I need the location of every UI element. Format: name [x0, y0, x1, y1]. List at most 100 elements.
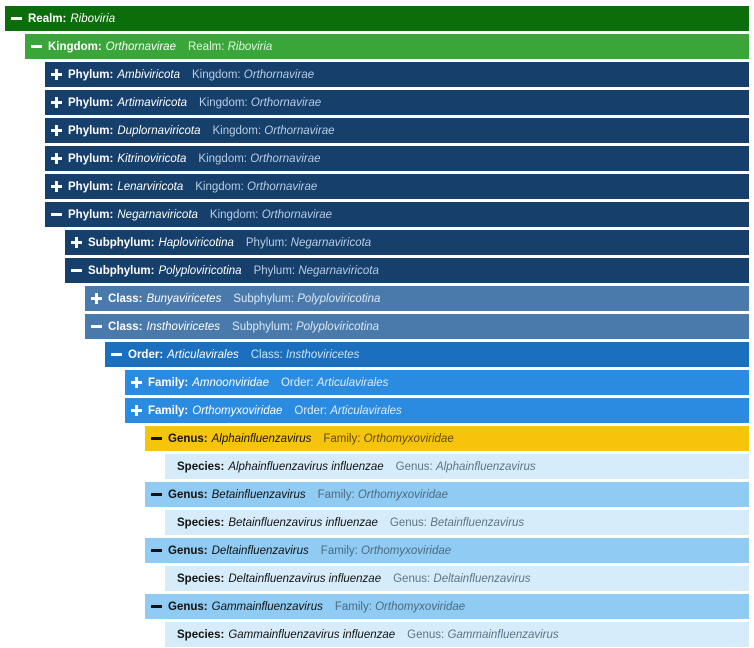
- rank-label: Class:: [108, 292, 143, 305]
- parent-taxon-name: Betainfluenzavirus: [430, 516, 525, 529]
- collapse-minus-icon[interactable]: [151, 489, 162, 500]
- collapse-minus-icon[interactable]: [151, 545, 162, 556]
- expand-plus-icon[interactable]: [131, 405, 142, 416]
- taxon-name: Articulavirales: [167, 348, 239, 361]
- tree-row[interactable]: Kingdom: Orthornavirae Realm: Riboviria: [25, 34, 749, 59]
- tree-row[interactable]: Family: Orthomyxoviridae Order: Articulavi…: [125, 398, 749, 423]
- tree-row[interactable]: Genus: Gammainfluenzavirus Family: Orthomy…: [145, 594, 749, 619]
- expand-plus-icon[interactable]: [131, 377, 142, 388]
- parent-taxon: Subphylum: Polyploviricotina: [232, 321, 379, 333]
- parent-taxon: Kingdom: Orthornavirae: [212, 125, 334, 137]
- collapse-minus-icon[interactable]: [151, 601, 162, 612]
- parent-rank-label: Order:: [280, 376, 317, 389]
- expand-plus-icon[interactable]: [91, 293, 102, 304]
- taxon-name: Artimaviricota: [117, 96, 188, 109]
- rank-label: Realm:: [28, 12, 67, 25]
- tree-row[interactable]: Order: Articulavirales Class: Insthovirice…: [105, 342, 749, 367]
- rank-label: Phylum:: [68, 180, 114, 193]
- expand-plus-icon[interactable]: [51, 125, 62, 136]
- parent-taxon-name: Polyploviricotina: [297, 292, 381, 305]
- parent-taxon-name: Orthornavirae: [250, 152, 321, 165]
- rank-label: Species:: [177, 516, 225, 529]
- parent-taxon: Kingdom: Orthornavirae: [199, 97, 321, 109]
- taxon-name: Gammainfluenzavirus influenzae: [228, 628, 396, 641]
- parent-taxon-name: Orthomyxoviridae: [361, 544, 452, 557]
- tree-row[interactable]: Phylum: Artimaviricota Kingdom: Orthornavi…: [45, 90, 749, 115]
- tree-row[interactable]: Phylum: Duplornaviricota Kingdom: Orthorna…: [45, 118, 749, 143]
- tree-row[interactable]: Species: Gammainfluenzavirus influenzae Ge…: [165, 622, 749, 647]
- rank-label: Phylum:: [68, 96, 114, 109]
- parent-rank-label: Genus:: [393, 572, 434, 585]
- expand-plus-icon[interactable]: [51, 153, 62, 164]
- taxon-name: Alphainfluenzavirus influenzae: [228, 460, 384, 473]
- tree-row[interactable]: Subphylum: Haploviricotina Phylum: Negarna…: [65, 230, 749, 255]
- rank-label: Genus:: [168, 544, 208, 557]
- parent-taxon: Genus: Alphainfluenzavirus: [396, 461, 536, 473]
- parent-taxon: Realm: Riboviria: [188, 41, 272, 53]
- parent-rank-label: Subphylum:: [232, 320, 296, 333]
- parent-taxon-name: Articulavirales: [330, 404, 402, 417]
- tree-row[interactable]: Phylum: Ambiviricota Kingdom: Orthornavira…: [45, 62, 749, 87]
- taxon-name: Orthomyxoviridae: [192, 404, 283, 417]
- tree-row[interactable]: Class: Insthoviricetes Subphylum: Polyplov…: [85, 314, 749, 339]
- parent-taxon: Class: Insthoviricetes: [251, 349, 360, 361]
- collapse-minus-icon[interactable]: [31, 41, 42, 52]
- collapse-minus-icon[interactable]: [151, 433, 162, 444]
- tree-row[interactable]: Realm: Riboviria: [5, 6, 749, 31]
- tree-row[interactable]: Phylum: Kitrinoviricota Kingdom: Orthornav…: [45, 146, 749, 171]
- parent-rank-label: Family:: [320, 544, 362, 557]
- parent-taxon-name: Orthornavirae: [261, 208, 333, 221]
- taxon-name: Bunyaviricetes: [146, 292, 222, 305]
- parent-taxon: Order: Articulavirales: [294, 405, 401, 417]
- collapse-minus-icon[interactable]: [11, 13, 22, 24]
- tree-row[interactable]: Phylum: Lenarviricota Kingdom: Orthornavir…: [45, 174, 749, 199]
- tree-row[interactable]: Family: Amnoonviridae Order: Articulaviral…: [125, 370, 749, 395]
- parent-taxon: Phylum: Negarnaviricota: [254, 265, 379, 277]
- parent-taxon-name: Alphainfluenzavirus: [435, 460, 536, 473]
- rank-label: Subphylum:: [88, 236, 155, 249]
- parent-taxon: Family: Orthomyxoviridae: [321, 545, 451, 557]
- expand-plus-icon[interactable]: [51, 69, 62, 80]
- parent-taxon-name: Orthornavirae: [243, 68, 315, 81]
- rank-label: Phylum:: [68, 68, 114, 81]
- taxon-name: Deltainfluenzavirus: [211, 544, 309, 557]
- rank-label: Genus:: [168, 432, 208, 445]
- tree-row[interactable]: Phylum: Negarnaviricota Kingdom: Orthornav…: [45, 202, 749, 227]
- parent-taxon-name: Articulavirales: [316, 376, 389, 389]
- collapse-minus-icon[interactable]: [71, 265, 82, 276]
- collapse-minus-icon[interactable]: [51, 209, 62, 220]
- parent-taxon: Kingdom: Orthornavirae: [210, 209, 332, 221]
- parent-rank-label: Genus:: [407, 628, 448, 641]
- rank-label: Species:: [177, 628, 225, 641]
- parent-rank-label: Kingdom:: [198, 152, 251, 165]
- parent-taxon: Kingdom: Orthornavirae: [195, 181, 317, 193]
- expand-plus-icon[interactable]: [51, 181, 62, 192]
- parent-taxon: Order: Articulavirales: [281, 377, 388, 389]
- collapse-minus-icon[interactable]: [91, 321, 102, 332]
- expand-plus-icon[interactable]: [71, 237, 82, 248]
- taxon-name: Amnoonviridae: [192, 376, 269, 389]
- taxon-name: Duplornaviricota: [117, 124, 201, 137]
- parent-taxon-name: Orthornavirae: [247, 180, 318, 193]
- parent-rank-label: Kingdom:: [212, 124, 265, 137]
- parent-taxon-name: Orthornavirae: [264, 124, 335, 137]
- tree-row[interactable]: Class: Bunyaviricetes Subphylum: Polyplovi…: [85, 286, 749, 311]
- tree-row[interactable]: Species: Betainfluenzavirus influenzae Gen…: [165, 510, 749, 535]
- rank-label: Kingdom:: [48, 40, 102, 53]
- parent-taxon-name: Insthoviricetes: [285, 348, 360, 361]
- parent-rank-label: Family:: [334, 600, 376, 613]
- tree-row[interactable]: Subphylum: Polyploviricotina Phylum: Negar…: [65, 258, 749, 283]
- tree-row[interactable]: Genus: Deltainfluenzavirus Family: Orthomy…: [145, 538, 749, 563]
- rank-label: Order:: [128, 348, 164, 361]
- expand-plus-icon[interactable]: [51, 97, 62, 108]
- tree-row[interactable]: Genus: Alphainfluenzavirus Family: Orthomy…: [145, 426, 749, 451]
- parent-taxon: Genus: Deltainfluenzavirus: [393, 573, 530, 585]
- tree-row[interactable]: Species: Deltainfluenzavirus influenzae Ge…: [165, 566, 749, 591]
- collapse-minus-icon[interactable]: [111, 349, 122, 360]
- taxon-name: Negarnaviricota: [117, 208, 198, 221]
- parent-rank-label: Kingdom:: [195, 180, 247, 193]
- tree-row[interactable]: Species: Alphainfluenzavirus influenzae Ge…: [165, 454, 749, 479]
- parent-taxon-name: Gammainfluenzavirus: [447, 628, 559, 641]
- tree-row[interactable]: Genus: Betainfluenzavirus Family: Orthomyx…: [145, 482, 749, 507]
- parent-taxon: Genus: Gammainfluenzavirus: [407, 629, 559, 641]
